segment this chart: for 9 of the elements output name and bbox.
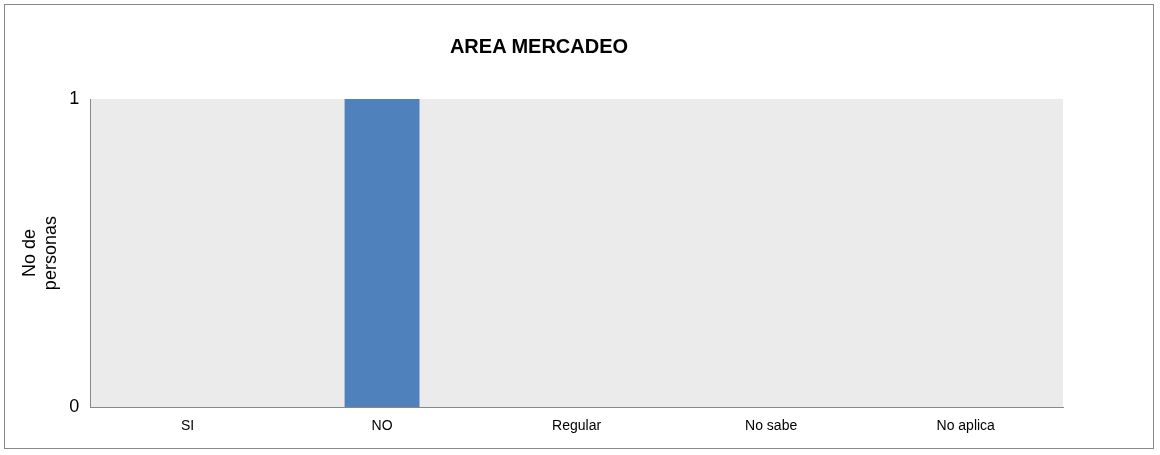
x-tick-label: NO [371,417,393,434]
x-tick-label: SI [180,417,195,434]
x-tick-label: No aplica [936,417,996,434]
chart-title: AREA MERCADEO [449,34,629,57]
x-tick-label: Regular [552,417,602,434]
y-tick-label: 0 [69,396,80,417]
y-tick-label: 1 [69,87,80,108]
x-tick-label: No sabe [745,417,798,434]
y-axis-title: No de personas [18,216,61,291]
